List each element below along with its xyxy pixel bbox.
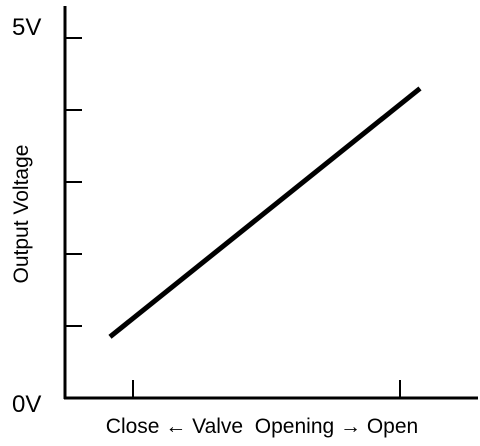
y-tick-label-bottom: 0V [12,391,41,418]
x-axis-ticks [132,380,401,398]
output-voltage-line [108,86,422,339]
y-tick-label-top: 5V [12,14,41,41]
y-axis-ticks [65,37,82,327]
x-axis-label: Close ← Valve Opening → Open [106,415,418,438]
y-axis-label: Output Voltage [10,145,33,284]
